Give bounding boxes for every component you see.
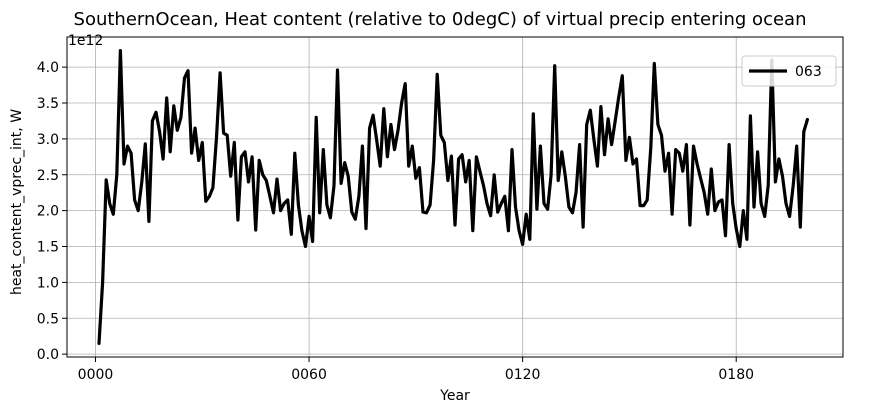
series-layer: [97, 48, 810, 345]
legend-label: 063: [795, 64, 822, 80]
y-tick-label: 0.5: [37, 311, 59, 327]
x-tick-label: 0000: [78, 367, 114, 383]
y-tick-label: 4.0: [37, 60, 59, 76]
x-axis: 0000 0060 0120 0180: [78, 357, 754, 383]
y-tick-label: 0.0: [37, 347, 59, 363]
y-tick-label: 2.5: [37, 168, 59, 184]
x-tick-label: 0060: [291, 367, 327, 383]
y-axis-offset-label: 1e12: [68, 33, 103, 49]
y-axis: 0.0 0.5 1.0 1.5 2.0 2.5 3.0 3.5 4.0: [37, 60, 67, 363]
legend-box: [741, 55, 837, 87]
y-tick-label: 3.0: [37, 132, 59, 148]
x-tick-label: 0180: [718, 367, 754, 383]
legend: 063: [741, 55, 837, 87]
series-line-063: [97, 48, 810, 345]
x-axis-label: Year: [439, 388, 470, 404]
plot-frame: [66, 36, 844, 358]
y-axis-label: heat_content_vprec_int, W: [9, 109, 25, 295]
y-tick-label: 3.5: [37, 96, 59, 112]
y-tick-label: 1.0: [37, 275, 59, 291]
x-tick-label: 0120: [505, 367, 541, 383]
y-tick-label: 2.0: [37, 204, 59, 220]
chart-title: SouthernOcean, Heat content (relative to…: [74, 9, 807, 30]
y-tick-label: 1.5: [37, 240, 59, 256]
